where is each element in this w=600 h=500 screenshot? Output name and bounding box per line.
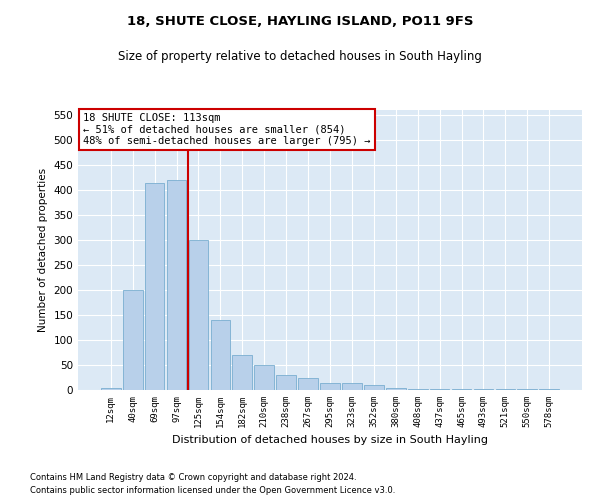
Bar <box>473 389 493 390</box>
Bar <box>320 382 340 390</box>
Bar <box>364 385 384 390</box>
Bar <box>232 355 252 390</box>
Text: Contains public sector information licensed under the Open Government Licence v3: Contains public sector information licen… <box>30 486 395 495</box>
Bar <box>101 388 121 390</box>
Bar <box>276 375 296 390</box>
Bar <box>145 182 164 390</box>
Bar <box>342 382 362 390</box>
Text: Size of property relative to detached houses in South Hayling: Size of property relative to detached ho… <box>118 50 482 63</box>
Bar <box>386 388 406 390</box>
X-axis label: Distribution of detached houses by size in South Hayling: Distribution of detached houses by size … <box>172 436 488 446</box>
Bar <box>211 320 230 390</box>
Bar <box>188 240 208 390</box>
Text: Contains HM Land Registry data © Crown copyright and database right 2024.: Contains HM Land Registry data © Crown c… <box>30 474 356 482</box>
Bar <box>539 389 559 390</box>
Bar <box>430 389 449 390</box>
Bar <box>408 389 428 390</box>
Bar <box>298 378 318 390</box>
Bar <box>517 389 537 390</box>
Bar <box>123 290 143 390</box>
Text: 18 SHUTE CLOSE: 113sqm
← 51% of detached houses are smaller (854)
48% of semi-de: 18 SHUTE CLOSE: 113sqm ← 51% of detached… <box>83 113 371 146</box>
Bar <box>167 180 187 390</box>
Bar <box>254 365 274 390</box>
Y-axis label: Number of detached properties: Number of detached properties <box>38 168 48 332</box>
Bar <box>452 389 472 390</box>
Text: 18, SHUTE CLOSE, HAYLING ISLAND, PO11 9FS: 18, SHUTE CLOSE, HAYLING ISLAND, PO11 9F… <box>127 15 473 28</box>
Bar <box>496 389 515 390</box>
